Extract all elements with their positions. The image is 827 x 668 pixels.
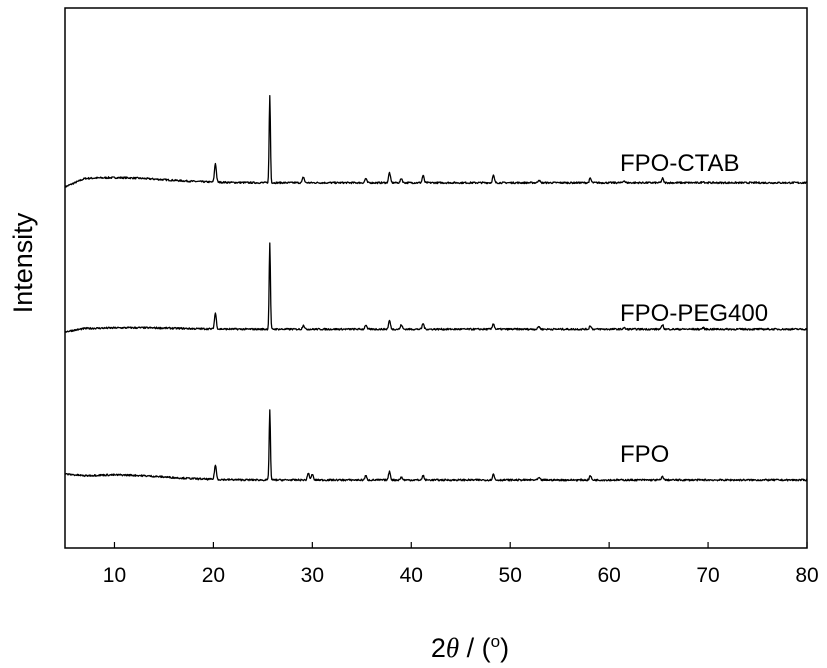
series-line-fpo-peg400 (64, 242, 808, 333)
series-label-fpo: FPO (620, 441, 669, 468)
series-group (64, 94, 808, 482)
x-tick-label-20: 20 (202, 564, 225, 587)
x-axis-title-degree: o (491, 632, 500, 651)
x-tick-label-60: 60 (597, 564, 620, 587)
y-axis-title: Intensity (8, 212, 38, 313)
x-tick-label-80: 80 (795, 564, 818, 587)
x-axis-title-prefix: 2 (431, 633, 446, 663)
x-tick-label-50: 50 (499, 564, 522, 587)
x-tick-label-10: 10 (103, 564, 126, 587)
x-tick-label-70: 70 (696, 564, 719, 587)
x-tick-label-40: 40 (400, 564, 423, 587)
plot-frame (64, 7, 808, 549)
series-label-fpo-ctab: FPO-CTAB (620, 150, 740, 177)
x-tick-label-30: 30 (301, 564, 324, 587)
series-line-fpo-ctab (64, 94, 808, 188)
x-axis-title-theta: θ (446, 633, 459, 663)
series-line-fpo (64, 409, 808, 482)
x-axis-ticks: 10 20 30 40 50 60 70 80 (103, 542, 819, 587)
x-axis-title-unit-close: ) (500, 633, 509, 663)
x-axis-title: 2θ / (o) (431, 632, 509, 663)
series-label-fpo-peg400: FPO-PEG400 (620, 300, 768, 327)
x-axis-title-unit-open: / ( (459, 633, 491, 663)
